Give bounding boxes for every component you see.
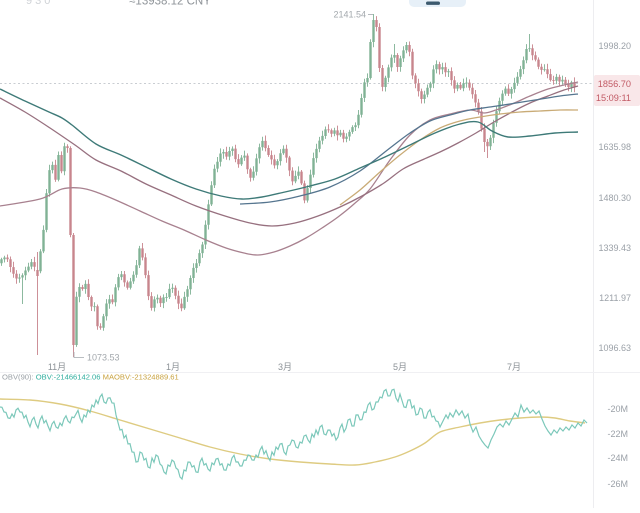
svg-text:930: 930 (26, 0, 53, 7)
svg-text:1635.98: 1635.98 (598, 142, 631, 152)
svg-text:1998.20: 1998.20 (598, 41, 631, 51)
svg-text:1211.97: 1211.97 (599, 293, 631, 303)
svg-text:15:09:11: 15:09:11 (596, 93, 631, 103)
svg-text:1339.43: 1339.43 (598, 243, 631, 253)
svg-text:-24M: -24M (607, 453, 628, 463)
svg-text:1480.30: 1480.30 (598, 193, 631, 203)
svg-text:≈13938.12 CNY: ≈13938.12 CNY (129, 0, 211, 8)
svg-text:1096.63: 1096.63 (598, 343, 631, 353)
svg-text:11月: 11月 (48, 362, 66, 372)
svg-text:-26M: -26M (607, 479, 628, 489)
svg-text:OBV(90): OBV:-21466142.06 MAOB: OBV(90): OBV:-21466142.06 MAOBV:-2132488… (2, 373, 179, 382)
svg-text:-20M: -20M (607, 404, 628, 414)
svg-text:1073.53: 1073.53 (87, 353, 120, 363)
svg-text:1月: 1月 (166, 362, 180, 372)
svg-text:2141.54: 2141.54 (333, 10, 366, 20)
svg-text:5月: 5月 (393, 362, 407, 372)
svg-text:1856.70: 1856.70 (598, 79, 631, 89)
svg-text:7月: 7月 (507, 362, 521, 372)
svg-text:-22M: -22M (607, 429, 628, 439)
svg-text:3月: 3月 (278, 362, 292, 372)
